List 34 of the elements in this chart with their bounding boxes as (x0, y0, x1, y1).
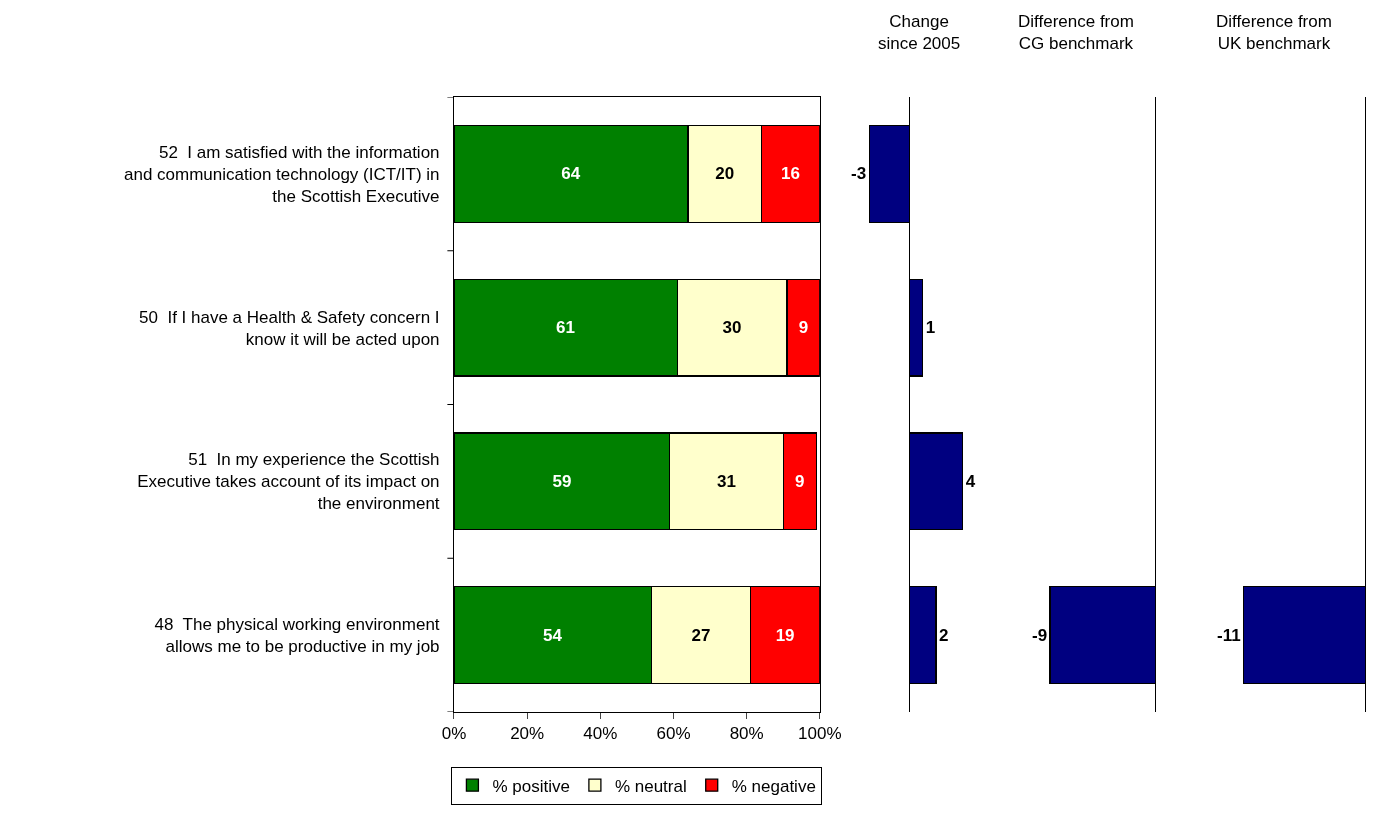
x-tick-label: 80% (729, 724, 764, 744)
chart-title: Difference from UK benchmark (1216, 12, 1332, 54)
x-tick-label: 100% (798, 724, 842, 744)
chart-title: Difference from CG benchmark (1018, 12, 1134, 54)
data-label: 9 (798, 318, 809, 338)
data-label: 59 (552, 471, 572, 491)
data-label: 27 (691, 625, 711, 645)
data-label: 16 (781, 164, 801, 184)
data-label: 54 (543, 625, 563, 645)
x-tick-label: 20% (510, 724, 545, 744)
data-label: 1 (925, 318, 936, 338)
x-tick-label: 40% (583, 724, 618, 744)
data-label: 19 (775, 625, 795, 645)
legend-label: % positive (492, 776, 570, 796)
x-tick-label: 60% (656, 724, 691, 744)
data-label: 61 (556, 318, 576, 338)
data-label: 2 (939, 625, 949, 645)
data-label: -11 (1216, 625, 1241, 645)
data-label: 4 (965, 471, 976, 491)
data-label: 30 (722, 318, 742, 338)
y-tick-label: 52 I am satisfied with the information and communication technology (ICT/IT) in the Scottish Executive (123, 142, 440, 206)
data-label: 20 (715, 164, 735, 184)
legend-label: % negative (731, 776, 816, 796)
x-tick-label: 0% (441, 724, 467, 744)
data-label: 9 (794, 471, 805, 491)
legend-label: % neutral (614, 776, 687, 796)
data-label: -3 (851, 164, 867, 184)
y-tick-label: 48 The physical working environment allows me to be productive in my job (154, 615, 440, 657)
y-tick-label: 51 In my experience the Scottish Executive takes account of its impact on the environment (137, 450, 440, 514)
chart-title: Change since 2005 (878, 12, 961, 54)
y-tick-label: 50 If I have a Health & Safety concern I know it will be acted upon (139, 307, 440, 349)
data-label: 64 (561, 164, 581, 184)
data-label: 31 (717, 471, 737, 491)
data-label: -9 (1031, 625, 1048, 645)
